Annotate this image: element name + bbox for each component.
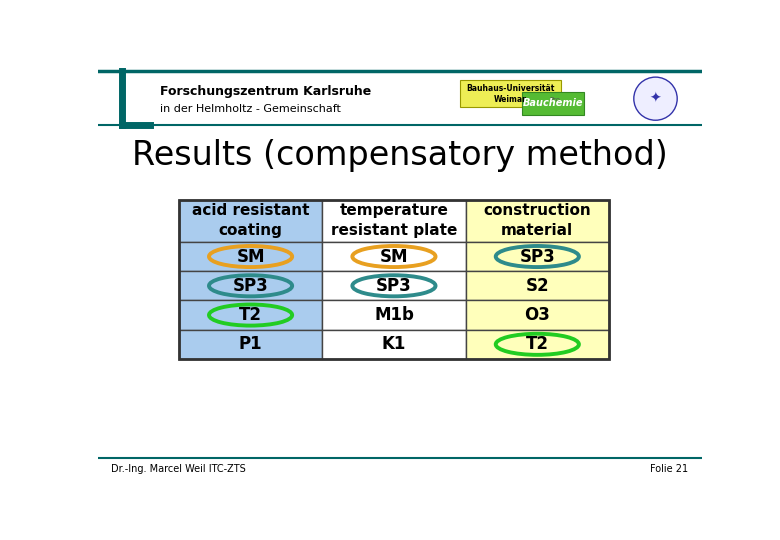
Text: temperature
resistant plate: temperature resistant plate [331, 204, 457, 238]
Text: T2: T2 [239, 306, 262, 324]
Text: acid resistant
coating: acid resistant coating [192, 204, 310, 238]
Bar [466, 271, 609, 300]
Bar [466, 330, 609, 359]
Text: SM: SM [380, 247, 408, 266]
Bar [179, 242, 322, 271]
Text: SP3: SP3 [376, 277, 412, 295]
Text: M1b: M1b [374, 306, 414, 324]
Text: Results (compensatory method): Results (compensatory method) [132, 139, 668, 172]
Text: construction
material: construction material [484, 204, 591, 238]
Bar [179, 200, 322, 242]
Bar [460, 80, 561, 107]
Bar [179, 300, 322, 330]
Text: Dr.-Ing. Marcel Weil ITC-ZTS: Dr.-Ing. Marcel Weil ITC-ZTS [112, 464, 246, 474]
Bar [322, 200, 466, 242]
Circle shape [634, 77, 677, 120]
Bar [466, 200, 609, 242]
Text: O3: O3 [524, 306, 550, 324]
Text: SP3: SP3 [232, 277, 268, 295]
Text: Forschungszentrum Karlsruhe: Forschungszentrum Karlsruhe [159, 85, 370, 98]
Bar [522, 92, 584, 115]
Text: Folie 21: Folie 21 [650, 464, 688, 474]
Text: SM: SM [236, 247, 265, 266]
Text: T2: T2 [526, 335, 549, 353]
Text: in der Helmholtz - Gemeinschaft: in der Helmholtz - Gemeinschaft [159, 104, 340, 114]
Text: S2: S2 [526, 277, 549, 295]
Bar [179, 330, 322, 359]
Text: P1: P1 [239, 335, 262, 353]
Text: SP3: SP3 [519, 247, 555, 266]
Text: Bauchemie: Bauchemie [523, 98, 583, 109]
Bar [179, 200, 609, 359]
Bar [179, 271, 322, 300]
Bar [322, 330, 466, 359]
Text: Bauhaus-Universität
Weimar: Bauhaus-Universität Weimar [466, 84, 555, 104]
Bar [322, 271, 466, 300]
Bar [466, 300, 609, 330]
Text: K1: K1 [381, 335, 406, 353]
Text: ✦: ✦ [650, 92, 661, 106]
Bar [322, 300, 466, 330]
Bar [322, 242, 466, 271]
Text: Pro: Pro [549, 97, 560, 103]
Bar [466, 242, 609, 271]
